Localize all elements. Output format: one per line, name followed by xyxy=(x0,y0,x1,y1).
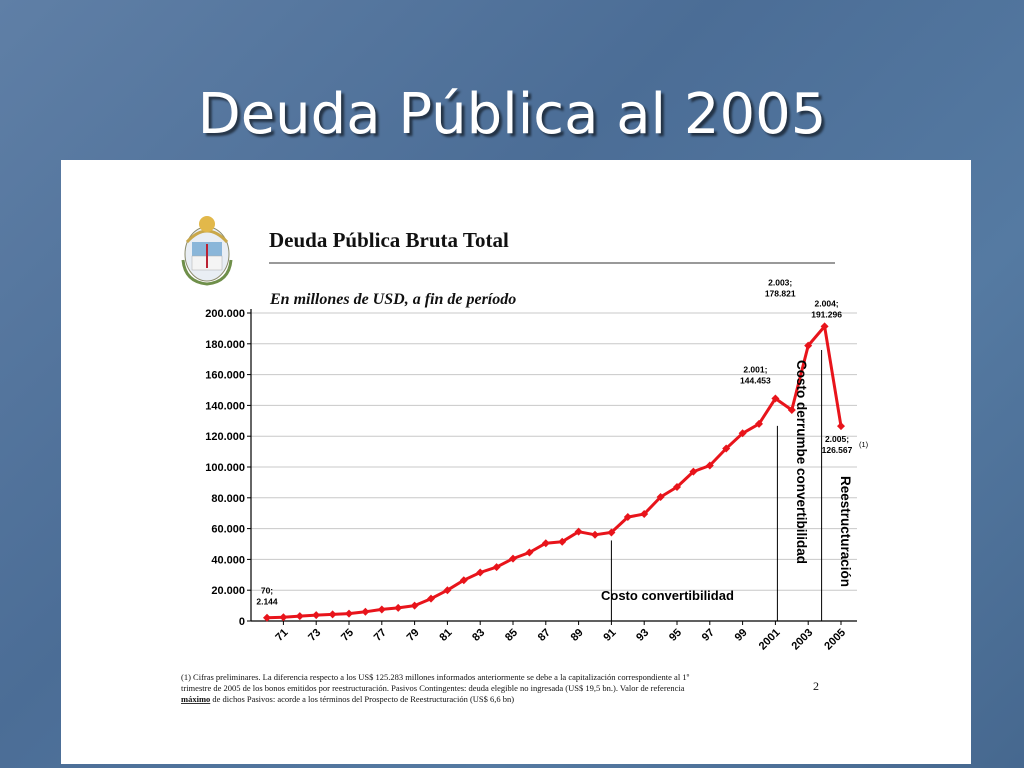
y-tick-label: 100.000 xyxy=(205,462,245,474)
chart-panel: Deuda Pública Bruta Total En millones de… xyxy=(61,160,971,764)
y-axis-ticks: 200.000 180.000 160.000 140.000 120.000 100.0… xyxy=(205,308,251,628)
data-point xyxy=(771,394,780,403)
point-label-value: 144.453 xyxy=(740,376,771,386)
data-point xyxy=(525,548,534,557)
data-point xyxy=(427,594,435,603)
x-tick-label: 83 xyxy=(470,627,487,644)
footnote-line-1: (1) Cifras preliminares. La diferencia r… xyxy=(181,672,690,682)
debt-line-chart: Deuda Pública Bruta Total En millones de… xyxy=(181,216,869,704)
point-label-value: 2.144 xyxy=(256,597,278,607)
x-tick-label: 73 xyxy=(306,627,323,644)
data-point xyxy=(673,483,681,492)
data-point xyxy=(328,610,337,619)
point-label-top: 2.001; xyxy=(743,365,767,375)
footnote-line-2: trimestre de 2005 de los bonos emitidos … xyxy=(181,683,685,693)
data-point xyxy=(656,493,665,502)
y-tick-label: 160.000 xyxy=(205,370,245,382)
page-number: 2 xyxy=(813,679,819,693)
data-point xyxy=(705,461,714,470)
point-label-value: 178.821 xyxy=(765,289,796,299)
data-point xyxy=(263,613,271,622)
x-tick-label: 85 xyxy=(503,627,520,644)
annotation-reestructuracion: Reestructuración xyxy=(838,476,853,587)
data-point xyxy=(574,527,583,536)
x-tick-label: 81 xyxy=(437,627,454,644)
data-point xyxy=(607,528,616,537)
point-label-top: 2.004; xyxy=(815,298,839,308)
annotation-costo-convertibilidad: Costo convertibilidad xyxy=(601,588,734,603)
y-tick-label: 140.000 xyxy=(205,400,245,412)
coat-of-arms-icon xyxy=(181,216,233,286)
x-tick-label: 2001 xyxy=(757,627,783,653)
x-tick-label: 2005 xyxy=(822,627,848,653)
x-tick-label: 2003 xyxy=(790,627,816,653)
data-point xyxy=(345,609,353,618)
annotation-costo-derrumbe: Costo derrumbe convertibilidad xyxy=(794,360,809,564)
x-tick-label: 79 xyxy=(405,627,422,644)
x-tick-label: 93 xyxy=(634,627,651,644)
period-dividers xyxy=(610,349,823,621)
x-tick-label: 75 xyxy=(339,627,356,644)
footnote-line-3: máximo de dichos Pasivos: acorde a los t… xyxy=(181,694,514,704)
y-tick-label: 120.000 xyxy=(205,431,245,443)
x-tick-label: 95 xyxy=(667,627,684,644)
gridlines xyxy=(251,312,857,591)
data-point xyxy=(820,322,829,331)
x-tick-label: 71 xyxy=(273,627,290,644)
data-point xyxy=(410,601,419,610)
data-point xyxy=(459,576,468,585)
data-point xyxy=(804,341,813,350)
data-point xyxy=(722,444,731,453)
data-point xyxy=(640,509,649,518)
y-tick-label: 180.000 xyxy=(205,339,245,351)
x-tick-label: 91 xyxy=(601,627,618,644)
data-point xyxy=(755,419,763,428)
data-point xyxy=(361,607,370,616)
x-tick-label: 97 xyxy=(700,627,717,644)
data-point xyxy=(591,530,599,539)
data-point xyxy=(837,422,845,431)
y-tick-label: 60.000 xyxy=(211,524,245,536)
footnote-underlined: máximo xyxy=(181,694,210,704)
data-point xyxy=(787,406,796,415)
y-tick-label: 40.000 xyxy=(211,554,245,566)
data-point xyxy=(394,603,403,612)
x-axis-ticks: 71 73 75 77 79 81 83 85 87 89 91 93 95 97 99 2001 2003 20… xyxy=(273,621,848,652)
data-point xyxy=(738,429,747,438)
data-point xyxy=(689,467,698,476)
data-point xyxy=(558,537,567,546)
point-label-value: 126.567 xyxy=(822,445,853,455)
data-point xyxy=(623,513,632,522)
slide-title: Deuda Pública al 2005 xyxy=(197,82,827,147)
data-point xyxy=(295,612,304,621)
point-labels: 70;2.144 2.001;144.453 2.003;178.821 2.004;… xyxy=(256,278,868,607)
chart-subtitle: En millones de USD, a fin de período xyxy=(269,291,516,308)
y-tick-label: 0 xyxy=(239,616,245,628)
footnote-marker: (1) xyxy=(859,440,869,449)
data-point xyxy=(279,613,288,622)
x-tick-label: 89 xyxy=(569,627,586,644)
point-label-top: 70; xyxy=(261,586,273,596)
data-point xyxy=(476,568,485,577)
data-point xyxy=(377,605,386,614)
x-tick-label: 99 xyxy=(733,627,750,644)
y-tick-label: 20.000 xyxy=(211,585,245,597)
point-label-top: 2.005; xyxy=(825,434,849,444)
y-tick-label: 80.000 xyxy=(211,493,245,505)
y-tick-label: 200.000 xyxy=(205,308,245,320)
data-point xyxy=(492,563,501,572)
data-point xyxy=(443,586,452,595)
x-tick-label: 87 xyxy=(536,627,553,644)
point-label-top: 2.003; xyxy=(768,278,792,288)
data-point xyxy=(541,539,550,548)
series-debt xyxy=(263,322,845,622)
point-label-value: 191.296 xyxy=(811,309,842,319)
data-point xyxy=(312,611,321,620)
chart-title: Deuda Pública Bruta Total xyxy=(269,228,509,252)
axes xyxy=(250,309,857,622)
data-point xyxy=(509,554,517,563)
footnote-rest: de dichos Pasivos: acorde a los términos… xyxy=(210,694,514,704)
x-tick-label: 77 xyxy=(372,627,389,644)
